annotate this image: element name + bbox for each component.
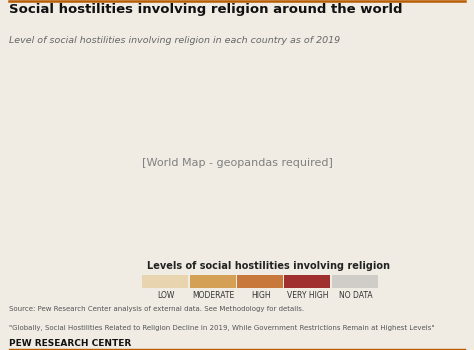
Text: PEW RESEARCH CENTER: PEW RESEARCH CENTER <box>9 339 132 348</box>
Bar <box>237 275 283 288</box>
Bar <box>142 275 188 288</box>
Text: Source: Pew Research Center analysis of external data. See Methodology for detai: Source: Pew Research Center analysis of … <box>9 306 305 312</box>
Text: Social hostilities involving religion around the world: Social hostilities involving religion ar… <box>9 4 403 16</box>
Bar <box>190 275 236 288</box>
Text: VERY HIGH: VERY HIGH <box>287 291 329 300</box>
Text: HIGH: HIGH <box>251 291 271 300</box>
Text: MODERATE: MODERATE <box>192 291 235 300</box>
Bar <box>332 275 378 288</box>
Bar <box>284 275 330 288</box>
Text: Levels of social hostilities involving religion: Levels of social hostilities involving r… <box>147 261 390 271</box>
Text: NO DATA: NO DATA <box>339 291 372 300</box>
Text: Level of social hostilities involving religion in each country as of 2019: Level of social hostilities involving re… <box>9 36 341 46</box>
Text: [World Map - geopandas required]: [World Map - geopandas required] <box>142 158 332 168</box>
Text: "Globally, Social Hostilities Related to Religion Decline in 2019, While Governm: "Globally, Social Hostilities Related to… <box>9 325 435 331</box>
Text: LOW: LOW <box>157 291 174 300</box>
